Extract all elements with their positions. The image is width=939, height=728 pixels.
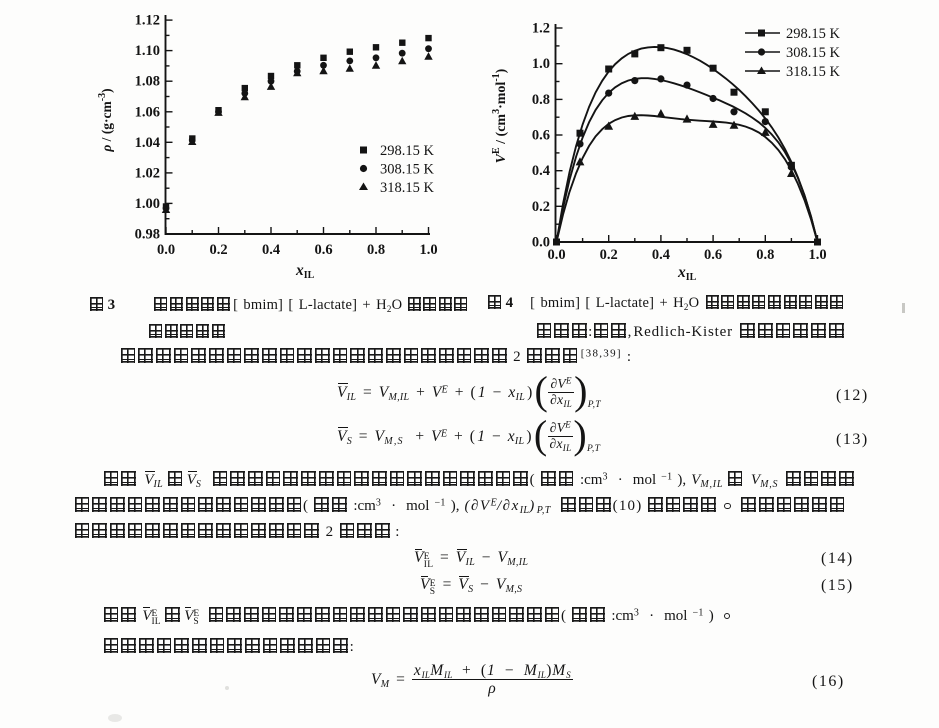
svg-text:0.98: 0.98 xyxy=(135,227,160,243)
svg-text:318.15 K: 318.15 K xyxy=(380,180,435,196)
svg-text:0.6: 0.6 xyxy=(532,128,550,144)
svg-text:0.8: 0.8 xyxy=(756,247,774,263)
svg-text:1.2: 1.2 xyxy=(532,21,550,37)
svg-text:298.15 K: 298.15 K xyxy=(786,26,841,42)
svg-text:xIL: xIL xyxy=(677,264,697,283)
svg-text:0.0: 0.0 xyxy=(157,242,175,258)
svg-text:1.02: 1.02 xyxy=(135,165,160,181)
svg-text:0.2: 0.2 xyxy=(209,242,227,258)
svg-text:1.00: 1.00 xyxy=(135,196,160,212)
svg-text:1.12: 1.12 xyxy=(135,13,160,29)
svg-text:0.4: 0.4 xyxy=(262,242,280,258)
svg-text:0.0: 0.0 xyxy=(547,247,565,263)
svg-text:ρ / (g·cm-3): ρ / (g·cm-3) xyxy=(97,88,114,152)
svg-text:0.6: 0.6 xyxy=(314,242,332,258)
svg-text:0.4: 0.4 xyxy=(652,247,670,263)
svg-text:0.2: 0.2 xyxy=(532,199,550,215)
svg-text:0.4: 0.4 xyxy=(532,163,550,179)
svg-text:0.2: 0.2 xyxy=(600,247,618,263)
svg-text:VE / (cm3·mol-1): VE / (cm3·mol-1) xyxy=(491,68,509,163)
svg-text:1.06: 1.06 xyxy=(135,104,160,120)
svg-text:1.10: 1.10 xyxy=(135,43,160,59)
svg-text:1.0: 1.0 xyxy=(808,247,826,263)
svg-text:0.0: 0.0 xyxy=(532,235,550,251)
svg-text:1.0: 1.0 xyxy=(532,56,550,72)
svg-text:298.15 K: 298.15 K xyxy=(380,143,435,159)
svg-text:308.15 K: 308.15 K xyxy=(786,45,841,61)
svg-text:308.15 K: 308.15 K xyxy=(380,162,435,178)
svg-text:0.8: 0.8 xyxy=(532,92,550,108)
svg-text:1.0: 1.0 xyxy=(419,242,437,258)
svg-text:1.04: 1.04 xyxy=(135,135,160,151)
svg-text:318.15 K: 318.15 K xyxy=(786,64,841,80)
svg-text:0.6: 0.6 xyxy=(704,247,722,263)
svg-text:1.08: 1.08 xyxy=(135,74,160,90)
svg-text:xIL: xIL xyxy=(295,262,315,281)
svg-text:0.8: 0.8 xyxy=(367,242,385,258)
